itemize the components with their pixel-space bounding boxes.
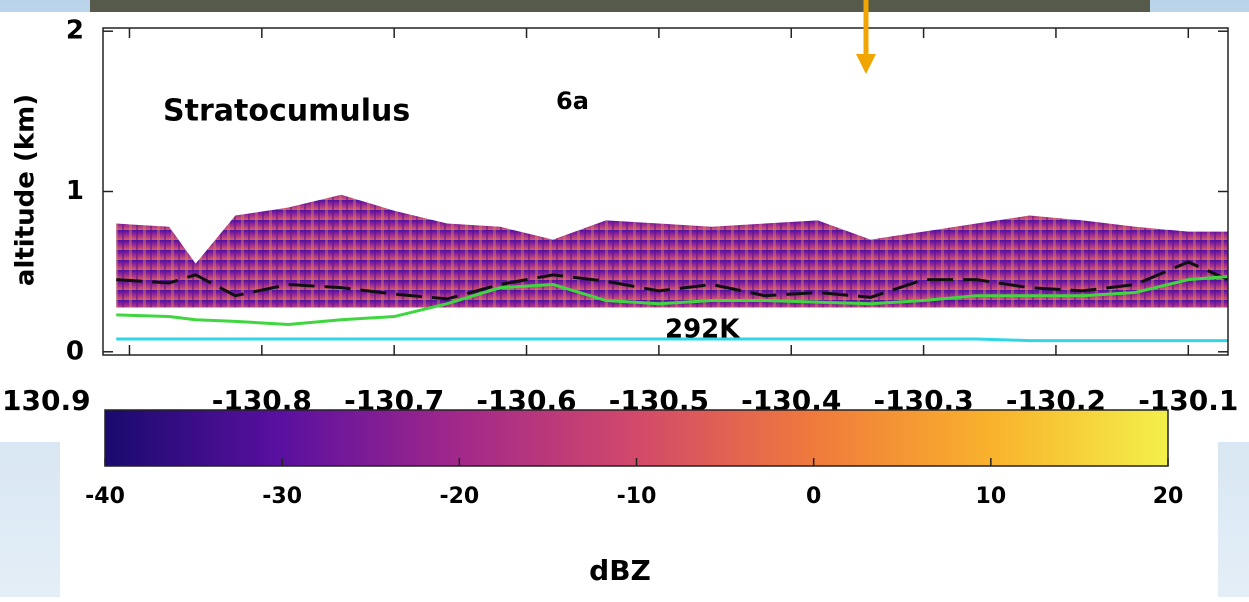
colorbar-tick-label: -40: [85, 484, 125, 509]
colorbar-tick-label: -30: [262, 484, 302, 509]
x-tick-label: 130.9: [2, 384, 91, 417]
line: [116, 260, 1229, 301]
y-tick-label: 1: [66, 176, 84, 206]
colorbar-label: dBZ: [589, 554, 651, 587]
colorbar-tick-label: -20: [439, 484, 479, 509]
line: [116, 274, 1229, 327]
colorbar-tick-label: 10: [976, 484, 1007, 509]
colorbar: [104, 409, 1169, 467]
annotation: 6a: [556, 87, 589, 115]
colorbar-tick-label: -10: [617, 484, 657, 509]
y-tick-label: 2: [66, 16, 84, 46]
y-axis-label: altitude (km): [11, 94, 41, 286]
arrow-head: [856, 54, 876, 74]
photo-strip: [90, 0, 1150, 12]
annotation: 292K: [665, 315, 740, 345]
colorbar-tick-label: 0: [806, 484, 821, 509]
y-tick-label: 0: [66, 336, 84, 366]
line: [116, 337, 1228, 343]
colorbar-tick-label: 20: [1153, 484, 1184, 509]
annotation: Stratocumulus: [163, 94, 410, 129]
